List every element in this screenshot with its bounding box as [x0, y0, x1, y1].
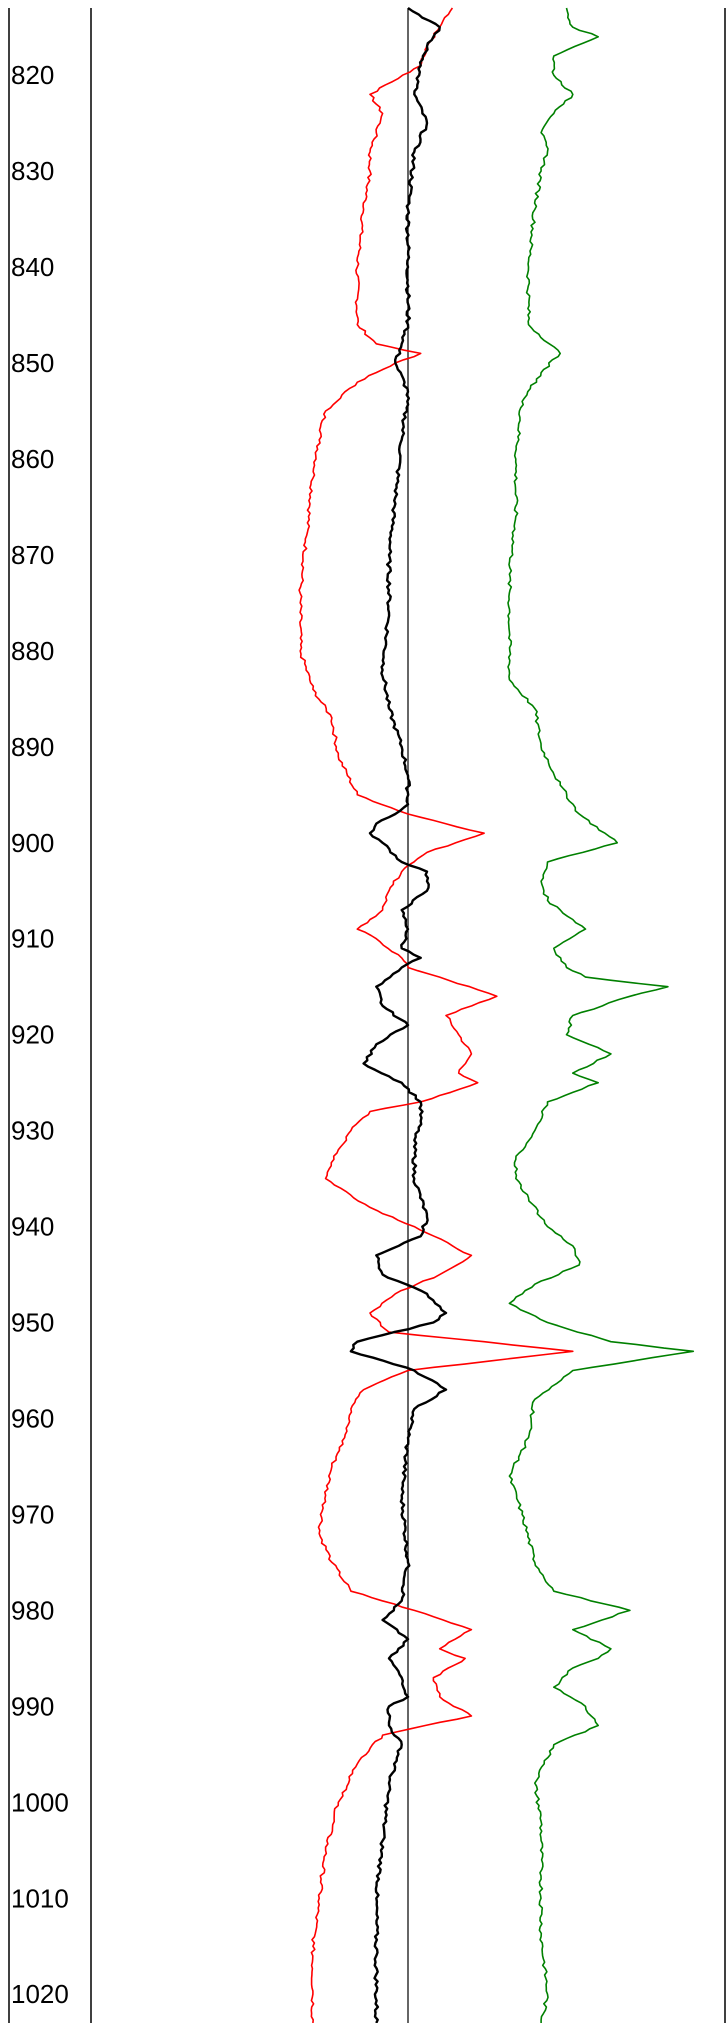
depth-tick-label: 920: [11, 1020, 54, 1050]
depth-tick-label: 1020: [11, 1979, 69, 2009]
depth-tick-label: 850: [11, 348, 54, 378]
depth-tick-label: 960: [11, 1404, 54, 1434]
depth-tick-label: 950: [11, 1308, 54, 1338]
depth-tick-label: 870: [11, 540, 54, 570]
depth-tick-label: 840: [11, 252, 54, 282]
log-curve-3: [507, 7, 695, 2023]
depth-tick-label: 890: [11, 732, 54, 762]
depth-tick-label: 900: [11, 828, 54, 858]
depth-axis: 820 830 840 850 860 870 880 890 900 910 920 930 940 9…: [11, 60, 69, 2009]
depth-tick-label: 980: [11, 1595, 54, 1625]
log-curve-1: [298, 7, 574, 2023]
depth-tick-label: 970: [11, 1499, 54, 1529]
log-curves: [298, 7, 695, 2023]
depth-tick-label: 880: [11, 636, 54, 666]
chart-frame: [8, 8, 726, 2023]
depth-tick-label: 930: [11, 1116, 54, 1146]
depth-tick-label: 1000: [11, 1787, 69, 1817]
depth-tick-label: 940: [11, 1212, 54, 1242]
depth-tick-label: 820: [11, 60, 54, 90]
depth-tick-label: 860: [11, 444, 54, 474]
log-curve-2: [349, 7, 448, 2023]
depth-tick-label: 1010: [11, 1883, 69, 1913]
depth-tick-label: 990: [11, 1691, 54, 1721]
depth-tick-label: 910: [11, 924, 54, 954]
depth-tick-label: 830: [11, 156, 54, 186]
